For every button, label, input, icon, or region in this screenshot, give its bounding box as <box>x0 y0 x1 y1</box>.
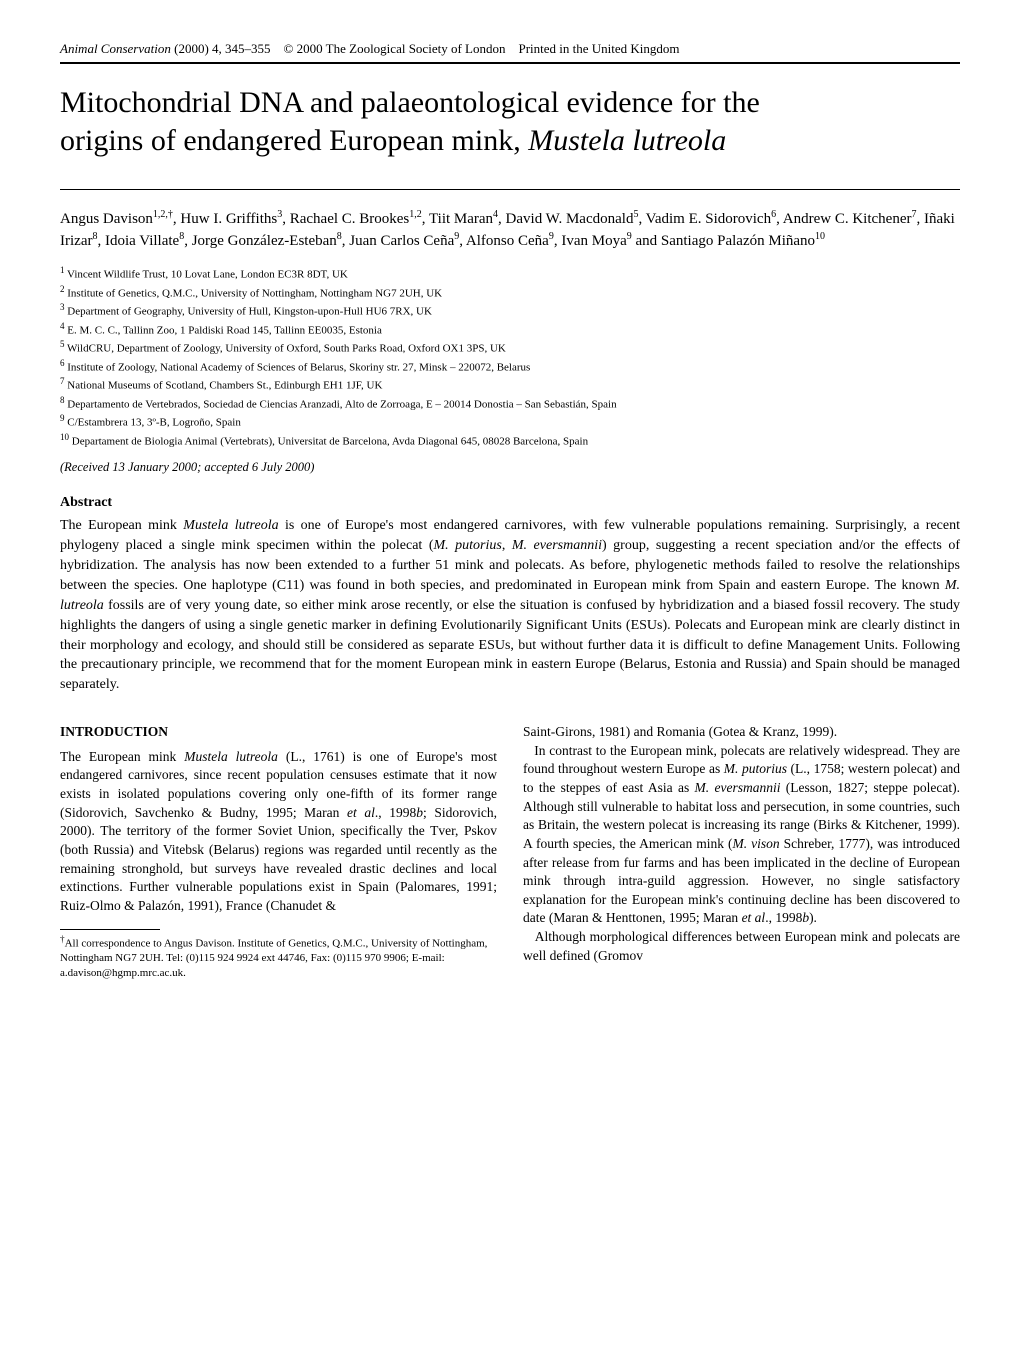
abstract-text: The European mink Mustela lutreola is on… <box>60 516 960 695</box>
left-column-text: The European mink Mustela lutreola (L., … <box>60 748 497 916</box>
footnote-rule <box>60 929 160 930</box>
affiliation-line: 2 Institute of Genetics, Q.M.C., Univers… <box>60 283 960 302</box>
received-dates: (Received 13 January 2000; accepted 6 Ju… <box>60 459 960 477</box>
title-line2-italic: Mustela lutreola <box>528 124 726 157</box>
affiliation-line: 9 C/Estambrera 13, 3º-B, Logroño, Spain <box>60 412 960 431</box>
title-line2-plain: origins of endangered European mink, <box>60 124 528 157</box>
affiliation-line: 1 Vincent Wildlife Trust, 10 Lovat Lane,… <box>60 264 960 283</box>
article-title: Mitochondrial DNA and palaeontological e… <box>60 84 960 159</box>
title-rule <box>60 189 960 190</box>
journal-vol: (2000) 4, 345–355 <box>174 41 270 56</box>
title-line1: Mitochondrial DNA and palaeontological e… <box>60 86 760 119</box>
affiliation-line: 4 E. M. C. C., Tallinn Zoo, 1 Paldiski R… <box>60 320 960 339</box>
affiliation-line: 6 Institute of Zoology, National Academy… <box>60 357 960 376</box>
abstract-heading: Abstract <box>60 493 960 513</box>
authors-block: Angus Davison1,2,†, Huw I. Griffiths3, R… <box>60 208 960 252</box>
affiliations-block: 1 Vincent Wildlife Trust, 10 Lovat Lane,… <box>60 264 960 449</box>
correspondence-footnote: †All correspondence to Angus Davison. In… <box>60 934 497 980</box>
journal-copyright: © 2000 The Zoological Society of London <box>284 41 506 56</box>
right-column-text: Saint-Girons, 1981) and Romania (Gotea &… <box>523 723 960 965</box>
affiliation-line: 3 Department of Geography, University of… <box>60 301 960 320</box>
left-column: INTRODUCTION The European mink Mustela l… <box>60 723 497 980</box>
journal-printed: Printed in the United Kingdom <box>518 41 679 56</box>
intro-heading: INTRODUCTION <box>60 723 497 742</box>
header-rule <box>60 62 960 64</box>
affiliation-line: 10 Departament de Biologia Animal (Verte… <box>60 431 960 450</box>
right-column: Saint-Girons, 1981) and Romania (Gotea &… <box>523 723 960 980</box>
journal-header: Animal Conservation (2000) 4, 345–355 © … <box>60 40 960 58</box>
journal-name: Animal Conservation <box>60 41 171 56</box>
body-columns: INTRODUCTION The European mink Mustela l… <box>60 723 960 980</box>
affiliation-line: 7 National Museums of Scotland, Chambers… <box>60 375 960 394</box>
affiliation-line: 8 Departamento de Vertebrados, Sociedad … <box>60 394 960 413</box>
affiliation-line: 5 WildCRU, Department of Zoology, Univer… <box>60 338 960 357</box>
